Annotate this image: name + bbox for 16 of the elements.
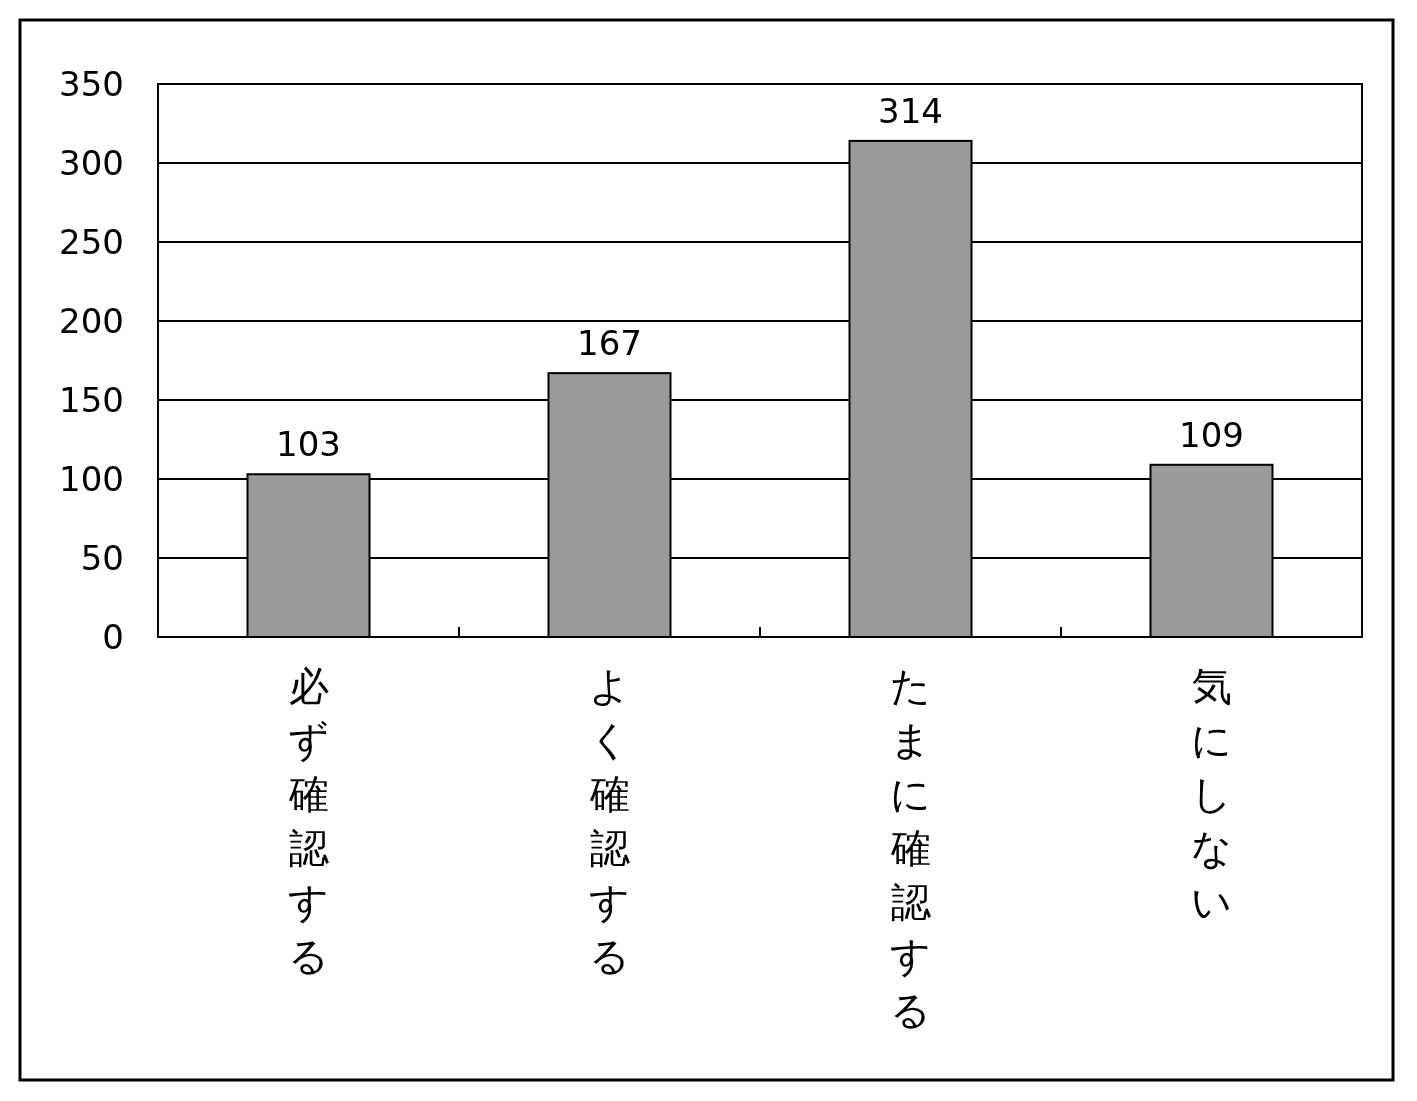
x-tick-label: よく確認する <box>588 663 630 979</box>
y-tick-label: 50 <box>80 538 124 578</box>
data-label: 109 <box>1179 414 1244 455</box>
y-tick-label: 200 <box>59 301 124 341</box>
data-label: 314 <box>878 90 943 131</box>
y-tick-label: 150 <box>59 380 124 420</box>
y-tick-label: 350 <box>59 64 124 104</box>
data-label: 167 <box>577 323 642 364</box>
y-tick-label: 0 <box>102 617 124 657</box>
data-label: 103 <box>276 424 341 465</box>
y-tick-label: 250 <box>59 222 124 262</box>
y-tick-label: 100 <box>59 459 124 499</box>
x-tick-label: 必ず確認する <box>287 663 329 979</box>
x-tick-label: 気にしない <box>1191 663 1232 925</box>
x-tick-label: たまに確認する <box>889 663 931 1033</box>
y-tick-label: 300 <box>59 143 124 183</box>
